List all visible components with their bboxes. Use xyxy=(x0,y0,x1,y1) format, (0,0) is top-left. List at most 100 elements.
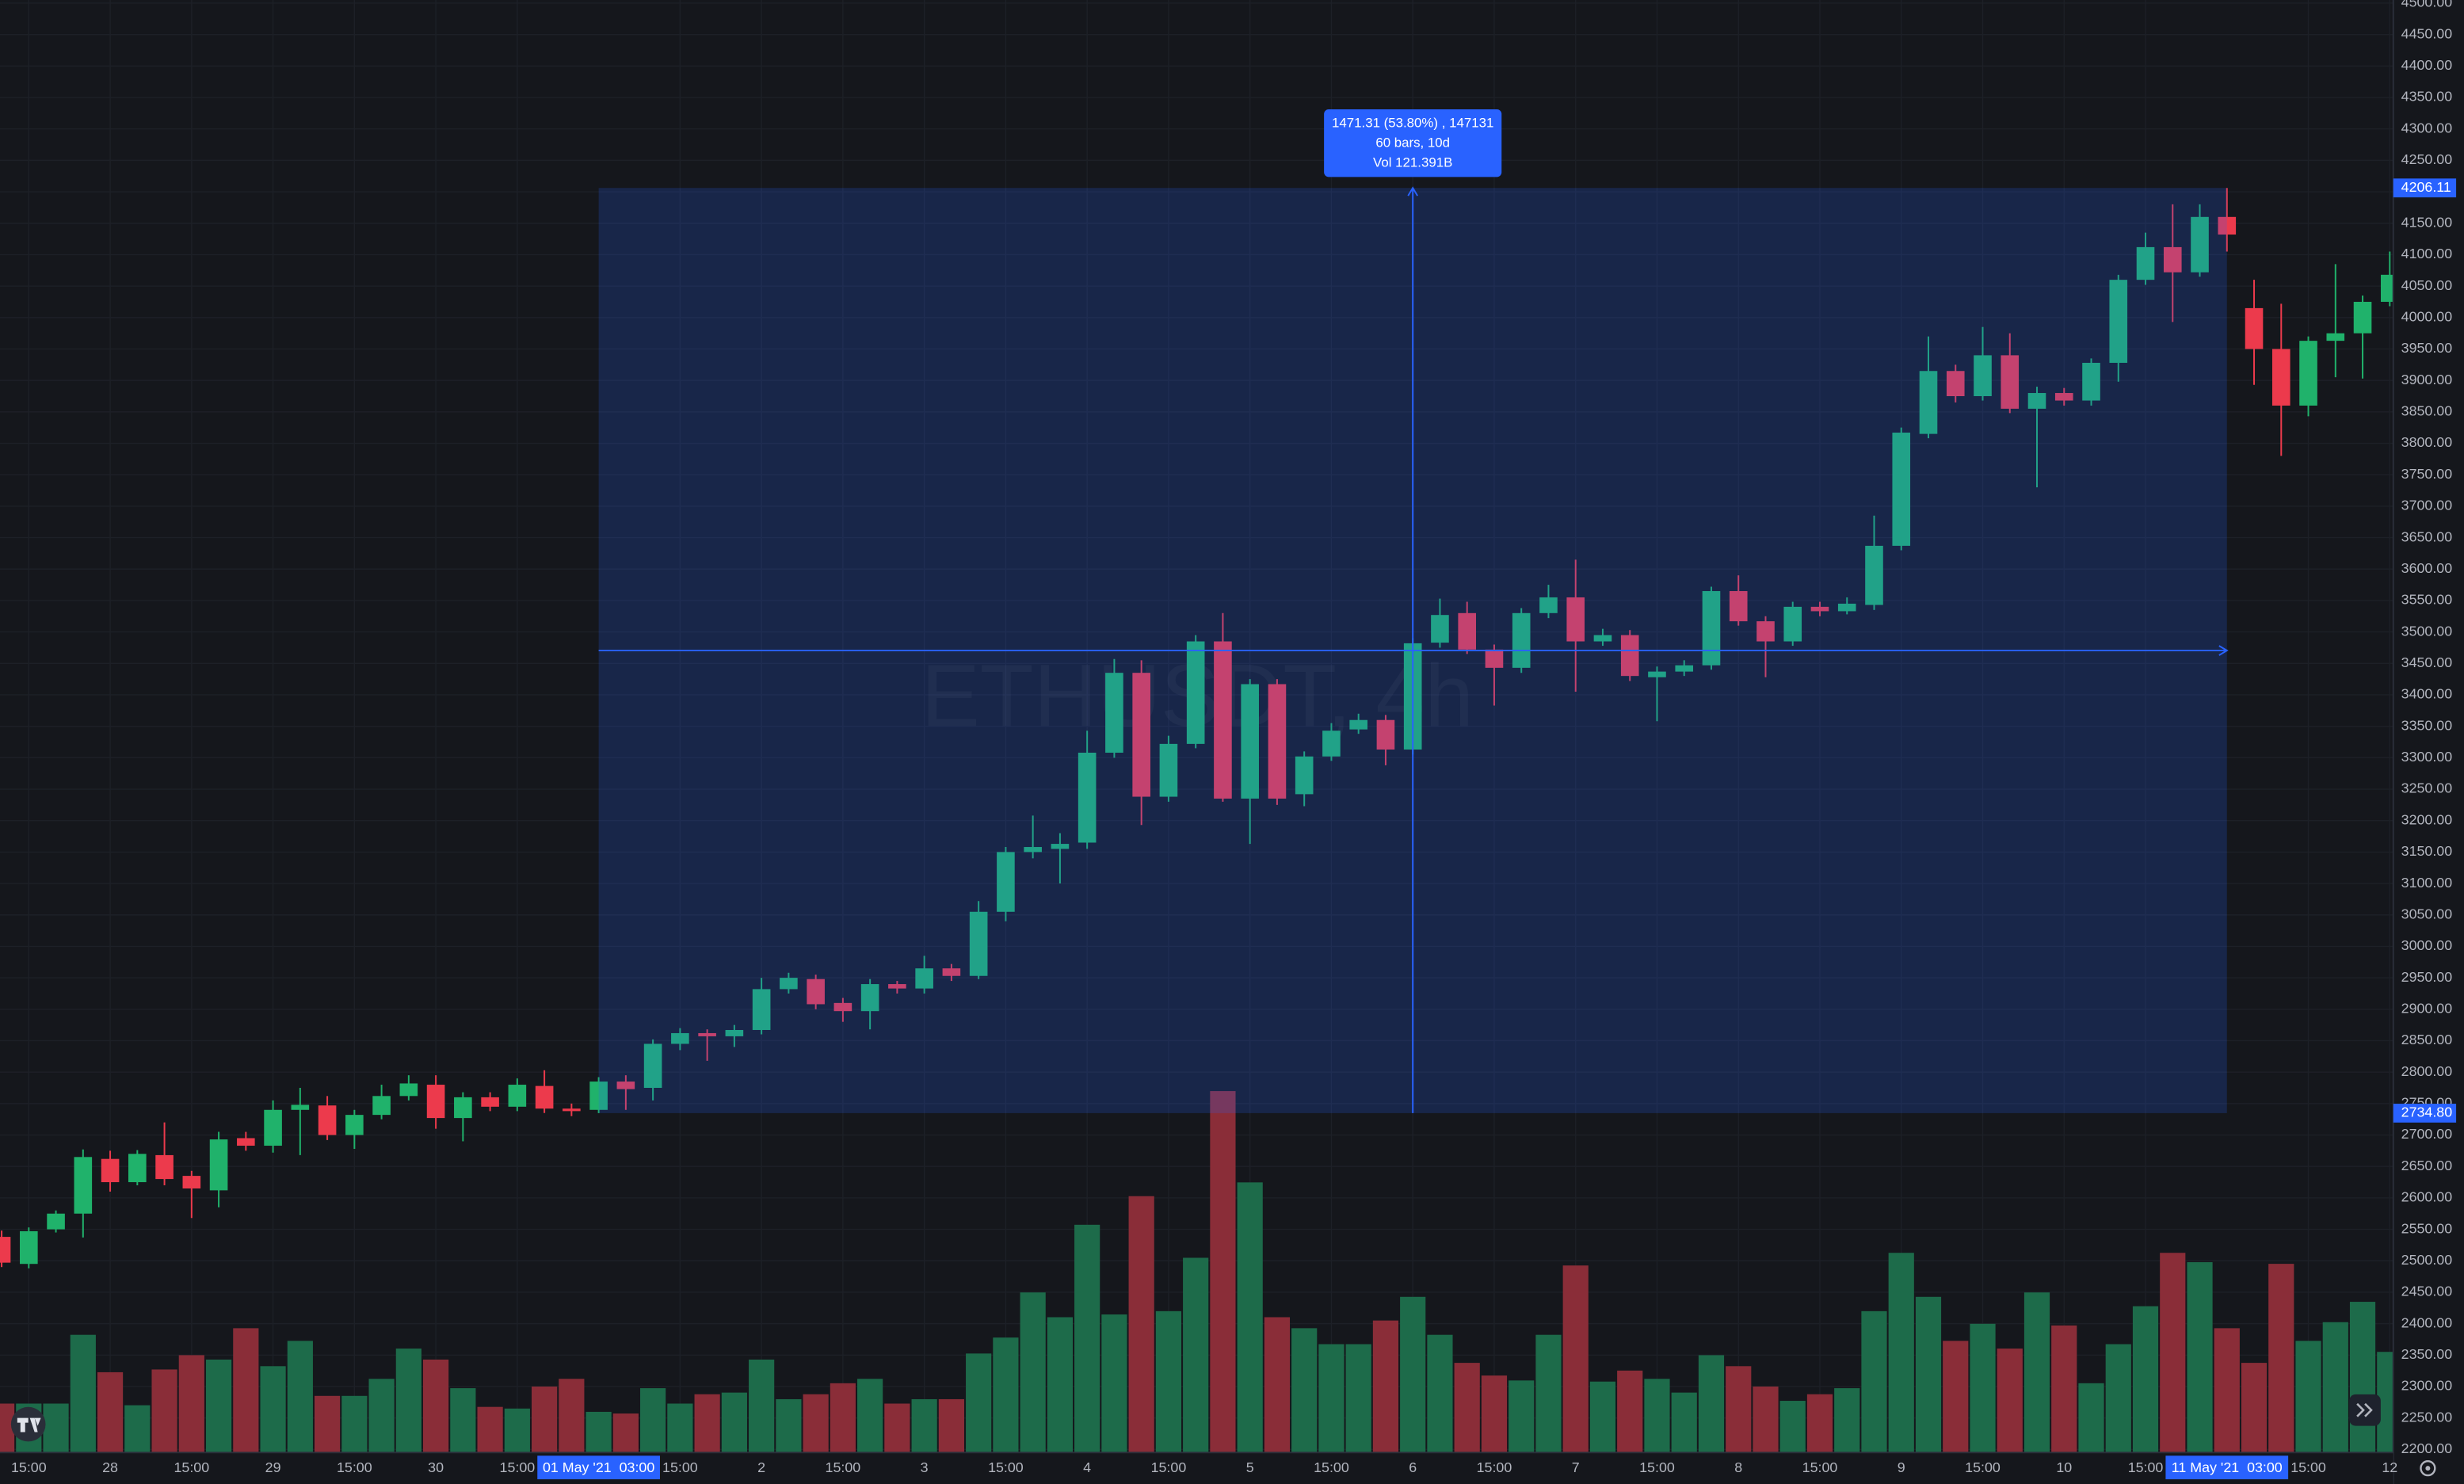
volume-bar xyxy=(532,1386,558,1453)
settings-icon xyxy=(2420,1460,2436,1477)
range-info-text: Vol 121.391B xyxy=(1373,155,1452,170)
volume-bar xyxy=(314,1395,341,1453)
volume-bar xyxy=(341,1395,368,1453)
candle-body xyxy=(2245,307,2264,349)
settings-dot xyxy=(2425,1466,2431,1471)
volume xyxy=(0,1091,2403,1453)
candle-body xyxy=(399,1083,418,1097)
volume-bar xyxy=(803,1394,829,1453)
candle-body xyxy=(2353,301,2372,334)
volume-bar xyxy=(1997,1349,2023,1453)
volume-bar xyxy=(70,1334,96,1453)
time-highlight xyxy=(537,1455,660,1480)
settings-button[interactable] xyxy=(2420,1460,2436,1477)
time-highlight-label: 11 May '21 03:00 xyxy=(2172,1459,2283,1475)
candle-body xyxy=(1268,684,1287,799)
volume-bar xyxy=(450,1388,476,1453)
candle-body xyxy=(1837,603,1856,612)
volume-bar xyxy=(1617,1370,1643,1453)
volume-bar xyxy=(585,1411,612,1453)
x-tick-label: 15:00 xyxy=(988,1459,1024,1475)
volume-bar xyxy=(1155,1310,1182,1453)
candle-body xyxy=(237,1138,255,1146)
x-tick-label: 5 xyxy=(1246,1459,1254,1475)
candle-body xyxy=(1648,671,1666,677)
candle-body xyxy=(1214,641,1232,799)
x-tick-label: 9 xyxy=(1898,1459,1905,1475)
candle-body xyxy=(318,1105,337,1135)
x-tick-label: 4 xyxy=(1083,1459,1091,1475)
volume-bar xyxy=(884,1403,910,1453)
y-tick-label: 2550.00 xyxy=(2401,1220,2453,1236)
candle-body xyxy=(807,979,825,1005)
price-axis-bg xyxy=(2393,0,2464,1484)
x-tick-label: 6 xyxy=(1409,1459,1417,1475)
volume-bar xyxy=(2322,1322,2348,1453)
price-highlight-label: 4206.11 xyxy=(2401,179,2451,195)
y-tick-label: 4000.00 xyxy=(2401,309,2453,325)
volume-bar xyxy=(1074,1224,1100,1453)
candle-body xyxy=(454,1097,472,1119)
scroll-button[interactable] xyxy=(2349,1394,2381,1426)
volume-bar xyxy=(1861,1310,1887,1453)
candle-body xyxy=(1458,612,1477,650)
y-tick-label: 3500.00 xyxy=(2401,623,2453,639)
y-tick-label: 4350.00 xyxy=(2401,89,2453,105)
candle-body xyxy=(1702,591,1721,666)
candle-body xyxy=(508,1085,527,1107)
candle-body xyxy=(2299,341,2317,406)
volume-bar xyxy=(395,1349,421,1453)
candle-body xyxy=(643,1043,662,1089)
volume-bar xyxy=(1834,1388,1860,1453)
tv-logo[interactable] xyxy=(10,1406,46,1442)
y-tick-label: 3350.00 xyxy=(2401,717,2453,733)
candle-body xyxy=(2326,333,2345,341)
x-tick-label: 15:00 xyxy=(1639,1459,1675,1475)
candle-body xyxy=(1295,756,1314,795)
candle-body xyxy=(1051,844,1070,849)
volume-bar xyxy=(776,1398,802,1453)
candle-body xyxy=(1865,545,1883,605)
candle-body xyxy=(1974,355,1992,396)
volume-bar xyxy=(1589,1381,1616,1453)
volume-bar xyxy=(1318,1344,1345,1453)
candle-body xyxy=(860,984,879,1012)
candle-body xyxy=(752,989,771,1030)
volume-bar xyxy=(1128,1196,1154,1453)
candle-body xyxy=(1620,635,1639,677)
candle-body xyxy=(2027,393,2046,409)
y-tick-label: 3300.00 xyxy=(2401,749,2453,765)
volume-bar xyxy=(830,1383,856,1453)
candle-body xyxy=(780,978,798,990)
candle-body xyxy=(2136,246,2155,280)
candle-body xyxy=(1078,752,1097,843)
candle-body xyxy=(1512,612,1531,668)
price-highlight xyxy=(2393,1104,2457,1123)
volume-bar xyxy=(1671,1392,1697,1453)
x-tick-label: 7 xyxy=(1572,1459,1580,1475)
volume-bar xyxy=(1345,1344,1371,1453)
price-highlight xyxy=(2393,178,2457,198)
volume-bar xyxy=(1509,1380,1535,1453)
volume-bar xyxy=(2105,1344,2131,1453)
candle-body xyxy=(209,1139,228,1191)
time-axis-bg xyxy=(0,1452,2393,1484)
volume-bar xyxy=(1888,1253,1914,1453)
volume-bar xyxy=(612,1413,639,1453)
candles xyxy=(0,188,2399,1268)
y-tick-label: 2850.00 xyxy=(2401,1032,2453,1047)
candle-body xyxy=(155,1154,174,1180)
y-tick-label: 4100.00 xyxy=(2401,246,2453,261)
candle-body xyxy=(1756,621,1775,642)
x-tick-label: 15:00 xyxy=(1477,1459,1512,1475)
volume-bar xyxy=(205,1359,232,1453)
volume-bar xyxy=(1562,1265,1589,1453)
x-tick-label: 15:00 xyxy=(1151,1459,1187,1475)
candle-body xyxy=(698,1032,716,1036)
y-tick-label: 2900.00 xyxy=(2401,1001,2453,1017)
candle-body xyxy=(1675,665,1694,672)
x-tick-label: 15:00 xyxy=(11,1459,47,1475)
candle-body xyxy=(997,852,1015,912)
